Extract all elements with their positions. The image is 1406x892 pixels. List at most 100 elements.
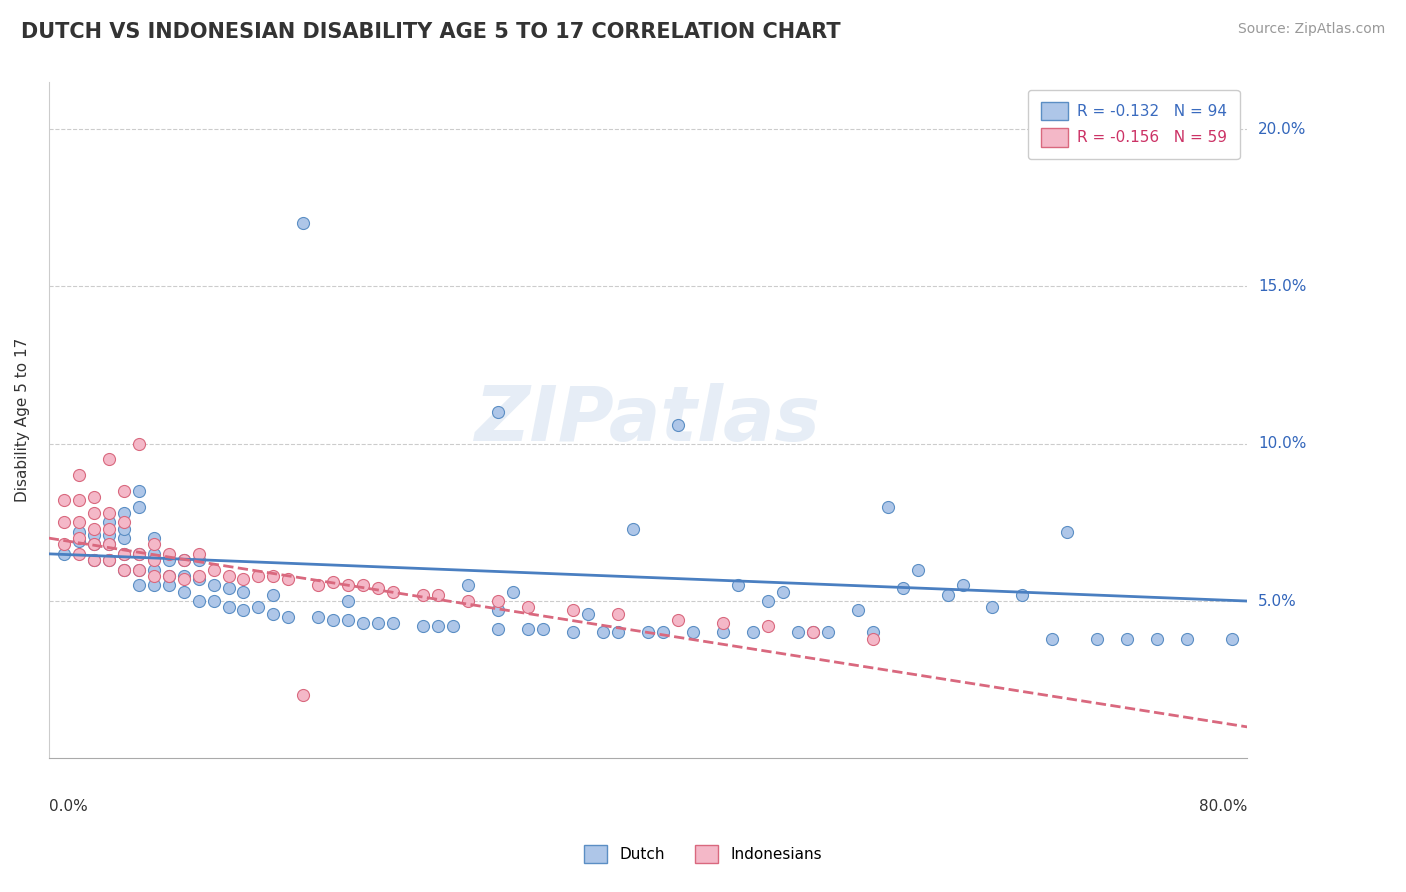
Text: 80.0%: 80.0% <box>1199 799 1247 814</box>
Point <box>202 578 225 592</box>
Point <box>128 547 150 561</box>
Point <box>67 547 90 561</box>
Point <box>112 516 135 530</box>
Point <box>517 600 540 615</box>
Point <box>232 603 254 617</box>
Point <box>128 547 150 561</box>
Point <box>157 578 180 592</box>
Point <box>1175 632 1198 646</box>
Point <box>52 547 75 561</box>
Point <box>1042 632 1064 646</box>
Point <box>97 452 120 467</box>
Point <box>382 615 405 630</box>
Point <box>83 528 105 542</box>
Point <box>337 613 360 627</box>
Point <box>52 493 75 508</box>
Point <box>247 569 270 583</box>
Point <box>97 506 120 520</box>
Point <box>441 619 464 633</box>
Point <box>67 524 90 539</box>
Point <box>262 588 284 602</box>
Point <box>307 609 329 624</box>
Point <box>277 572 299 586</box>
Point <box>128 563 150 577</box>
Point <box>173 584 195 599</box>
Point <box>128 436 150 450</box>
Point <box>981 600 1004 615</box>
Point <box>67 516 90 530</box>
Point <box>1056 524 1078 539</box>
Point <box>652 625 675 640</box>
Point <box>337 578 360 592</box>
Point <box>682 625 704 640</box>
Point <box>112 483 135 498</box>
Point <box>142 547 165 561</box>
Point <box>97 528 120 542</box>
Point <box>157 547 180 561</box>
Point <box>876 500 898 514</box>
Point <box>112 506 135 520</box>
Point <box>621 522 644 536</box>
Point <box>412 588 434 602</box>
Text: 5.0%: 5.0% <box>1258 593 1296 608</box>
Point <box>187 547 209 561</box>
Point <box>412 619 434 633</box>
Point <box>83 553 105 567</box>
Text: 10.0%: 10.0% <box>1258 436 1306 451</box>
Point <box>97 537 120 551</box>
Legend: Dutch, Indonesians: Dutch, Indonesians <box>572 832 834 875</box>
Point <box>1220 632 1243 646</box>
Point <box>52 537 75 551</box>
Point <box>862 625 884 640</box>
Point <box>277 609 299 624</box>
Point <box>486 594 509 608</box>
Point <box>786 625 808 640</box>
Point <box>187 594 209 608</box>
Point <box>846 603 869 617</box>
Point <box>157 569 180 583</box>
Point <box>666 613 689 627</box>
Point <box>486 603 509 617</box>
Point <box>173 569 195 583</box>
Point <box>142 537 165 551</box>
Point <box>112 547 135 561</box>
Point <box>157 553 180 567</box>
Point <box>382 584 405 599</box>
Point <box>142 578 165 592</box>
Point <box>187 553 209 567</box>
Point <box>128 563 150 577</box>
Point <box>711 615 734 630</box>
Text: ZIPatlas: ZIPatlas <box>475 384 821 457</box>
Point <box>307 578 329 592</box>
Point <box>562 625 585 640</box>
Point <box>801 625 824 640</box>
Point <box>112 563 135 577</box>
Point <box>67 468 90 483</box>
Point <box>292 689 315 703</box>
Point <box>173 553 195 567</box>
Point <box>232 584 254 599</box>
Point <box>262 607 284 621</box>
Point <box>817 625 839 640</box>
Point <box>367 582 389 596</box>
Point <box>83 553 105 567</box>
Point <box>756 594 779 608</box>
Point <box>367 615 389 630</box>
Point <box>187 572 209 586</box>
Point <box>607 625 630 640</box>
Point <box>97 553 120 567</box>
Point <box>232 572 254 586</box>
Point <box>352 578 374 592</box>
Point <box>352 615 374 630</box>
Point <box>218 582 240 596</box>
Point <box>128 500 150 514</box>
Point <box>801 625 824 640</box>
Point <box>262 569 284 583</box>
Point <box>337 594 360 608</box>
Point <box>83 506 105 520</box>
Point <box>187 569 209 583</box>
Point <box>67 493 90 508</box>
Point <box>83 490 105 504</box>
Text: 15.0%: 15.0% <box>1258 279 1306 293</box>
Point <box>142 569 165 583</box>
